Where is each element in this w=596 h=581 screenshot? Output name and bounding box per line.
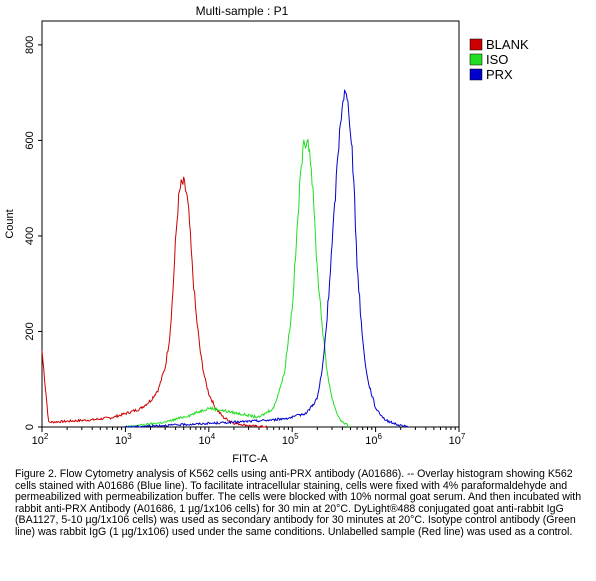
series-line-iso xyxy=(125,138,351,428)
legend-swatch-prx xyxy=(469,68,483,81)
x-tick-label: 105 xyxy=(282,432,299,447)
x-axis: 102 103 104 105 106 107 xyxy=(32,427,466,447)
x-axis-label: FITC-A xyxy=(232,453,268,465)
legend-swatch-blank xyxy=(469,38,483,51)
x-tick-label: 106 xyxy=(365,432,382,447)
y-axis-label: Count xyxy=(4,209,16,238)
series-layer xyxy=(41,89,409,428)
y-axis: 0 200 400 600 800 xyxy=(24,36,42,430)
y-tick-label: 0 xyxy=(24,424,36,430)
y-tick-label: 600 xyxy=(24,131,36,149)
legend-label-iso: ISO xyxy=(486,52,508,67)
chart-title: Multi-sample : P1 xyxy=(196,4,289,18)
series-line-prx xyxy=(125,89,409,428)
x-tick-label: 104 xyxy=(198,432,215,447)
legend-swatch-iso xyxy=(469,53,483,66)
x-tick-label: 102 xyxy=(32,432,49,447)
x-tick-label: 107 xyxy=(449,432,466,447)
y-tick-label: 400 xyxy=(24,227,36,245)
legend-label-blank: BLANK xyxy=(486,37,529,52)
y-tick-label: 200 xyxy=(24,322,36,340)
legend-label-prx: PRX xyxy=(486,67,513,82)
plot-area xyxy=(41,20,460,428)
figure-caption: Figure 2. Flow Cytometry analysis of K56… xyxy=(15,468,582,538)
y-tick-label: 800 xyxy=(24,36,36,54)
x-tick-label: 103 xyxy=(115,432,132,447)
